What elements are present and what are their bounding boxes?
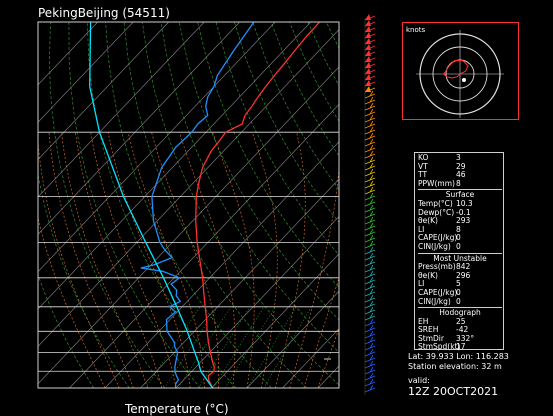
moist-adiabat-line (37, 132, 119, 388)
isotherm-line (105, 22, 453, 388)
wind-barb-flag (365, 50, 371, 56)
moist-adiabat-line (318, 132, 408, 388)
dry-adiabat-line (161, 22, 378, 388)
dry-adiabat-line (30, 22, 130, 388)
wind-barb-flag (365, 26, 371, 32)
moist-adiabat-line (75, 132, 162, 388)
series-line-1 (141, 22, 254, 388)
moist-adiabat-line (252, 132, 277, 388)
isotherm-line (0, 22, 311, 388)
wind-barb-flag (365, 74, 371, 80)
row-value: 0 (456, 298, 502, 307)
wind-barb-flag (365, 32, 371, 38)
wind-barb-flag (365, 20, 371, 26)
table-row: StmSpd(kt)17 (418, 343, 502, 352)
row-value: 5 (456, 280, 502, 289)
table-row: CIN(J/kg)0 (418, 243, 502, 252)
x-axis-label: Temperature (°C) (125, 402, 229, 416)
row-value: 8 (456, 226, 502, 235)
wind-barb-flag (365, 86, 371, 92)
wind-barb-flag (365, 44, 371, 50)
row-value: 46 (456, 171, 502, 180)
isotherm-line (0, 22, 169, 388)
row-value: 0 (456, 234, 502, 243)
row-value: 17 (456, 343, 502, 352)
mixing-ratio-line (264, 307, 312, 388)
moist-adiabat-line (152, 132, 219, 388)
mixing-ratio-line (146, 307, 201, 388)
valid-time: 12Z 20OCT2021 (408, 386, 498, 398)
row-value: 293 (456, 217, 502, 226)
isotherm-line (0, 22, 98, 388)
storm-motion-dot (462, 78, 466, 82)
row-value: 0 (456, 289, 502, 298)
row-value: 8 (456, 180, 502, 189)
isotherm-line (0, 22, 275, 388)
mixing-ratio-line (247, 307, 296, 388)
dry-adiabat-line (50, 22, 165, 388)
station-elevation: Station elevation: 32 m (408, 362, 502, 372)
mixing-ratio-line (213, 307, 264, 388)
isotherm-line (0, 22, 240, 388)
row-label: CIN(J/kg) (418, 298, 456, 307)
row-value: 0 (456, 243, 502, 252)
row-label: StmSpd(kt) (418, 343, 456, 352)
wind-barb-flag (365, 56, 371, 62)
isotherm-line (0, 22, 133, 388)
table-row: PPW(mm)8 (418, 180, 502, 189)
moist-adiabat-line (275, 132, 305, 388)
isotherm-line (0, 22, 346, 388)
wind-barb-flag (365, 80, 371, 86)
row-value: 296 (456, 272, 502, 281)
wind-barb-flag (365, 14, 371, 20)
hodograph: knots (402, 22, 519, 120)
dry-adiabat-line (69, 22, 200, 388)
table-row: CIN(J/kg)0 (418, 298, 502, 307)
row-label: PPW(mm) (418, 180, 456, 189)
wind-barb-flag (365, 38, 371, 44)
row-label: CIN(J/kg) (418, 243, 456, 252)
wind-barb-flag (365, 68, 371, 74)
isotherm-line (0, 22, 204, 388)
series-line-0 (196, 22, 320, 388)
hodograph-knots-label: knots (406, 26, 426, 34)
station-latlon: Lat: 39.933 Lon: 116.283 (408, 352, 509, 362)
series-line-2 (90, 22, 213, 388)
dry-adiabat-line (87, 22, 236, 388)
wind-barb-flag (365, 62, 371, 68)
